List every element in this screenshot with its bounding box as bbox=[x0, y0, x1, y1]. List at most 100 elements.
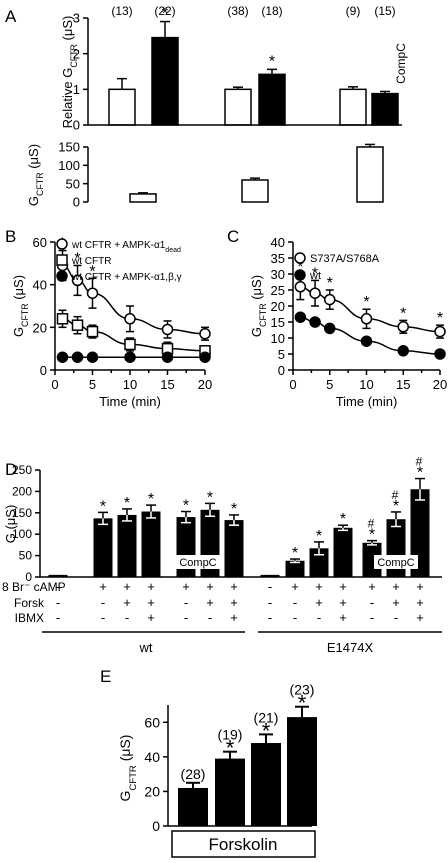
panel-d-sign: + bbox=[147, 610, 155, 625]
panel-d-sign: - bbox=[394, 610, 398, 625]
panel-b-point bbox=[86, 351, 99, 363]
panel-c-star: * bbox=[400, 305, 406, 322]
panel-d-sign: - bbox=[268, 595, 272, 610]
panel-b-legend-marker bbox=[56, 238, 68, 250]
panel-b-point bbox=[199, 327, 211, 340]
panel-d-sign: - bbox=[101, 595, 105, 610]
panel-c-legend-marker bbox=[294, 252, 306, 264]
panel-d-sign: - bbox=[268, 610, 272, 625]
panel-b-y-tick-label: 40 bbox=[33, 278, 47, 293]
panel-b-x-tick-label: 20 bbox=[198, 377, 212, 392]
panel-d-star: * bbox=[340, 511, 346, 528]
panel-d-sign: + bbox=[182, 579, 190, 594]
panel-a2-bar bbox=[356, 146, 384, 203]
panel-a-star: * bbox=[162, 6, 168, 23]
panel-a-axis-tick-label: 3 bbox=[73, 11, 80, 26]
panel-d-compc-box bbox=[176, 555, 220, 569]
panel-d-sign: + bbox=[339, 595, 347, 610]
panel-c-x-tick-label: 0 bbox=[289, 377, 296, 392]
panel-d-star: * bbox=[417, 465, 423, 482]
panel-a2-axis-tick-label: 0 bbox=[73, 195, 80, 210]
panel-d-sign: - bbox=[56, 579, 60, 594]
panel-e-bar bbox=[178, 787, 208, 826]
panel-a-axis-tick-label: 1 bbox=[73, 82, 80, 97]
panel-c-point bbox=[309, 316, 321, 328]
panel-b-x-tick-label: 5 bbox=[89, 377, 96, 392]
panel-e-n-label: (21) bbox=[254, 709, 279, 725]
panel-d-y-tick-label: 200 bbox=[12, 484, 32, 498]
panel-e-n-label: (19) bbox=[218, 727, 243, 743]
panel-a-compc-label: CompC bbox=[158, 61, 172, 102]
panel-d-y-tick-label: 150 bbox=[12, 506, 32, 520]
panel-e-bar-label: Roli bbox=[223, 779, 240, 807]
panel-c-y-tick-label: 25 bbox=[271, 283, 285, 298]
panel-a-bar bbox=[224, 88, 252, 126]
panel-d-bar bbox=[285, 560, 305, 577]
panel-d-row-label: Forsk bbox=[14, 596, 45, 610]
panel-a2-bar bbox=[129, 193, 157, 203]
panel-c-y-tick-label: 40 bbox=[271, 235, 285, 250]
panel-d-sign: + bbox=[416, 610, 424, 625]
panel-d-sign: + bbox=[392, 579, 400, 594]
panel-d-sign: - bbox=[56, 610, 60, 625]
panel-c-point bbox=[294, 311, 307, 323]
panel-c-star: * bbox=[327, 275, 333, 292]
panel-d-y-tick-label: 250 bbox=[12, 463, 32, 477]
panel-e-bar-label: IBMX bbox=[295, 746, 312, 785]
panel-d-sign: + bbox=[339, 579, 347, 594]
panel-d-sign: + bbox=[339, 610, 347, 625]
panel-b-point bbox=[199, 351, 211, 363]
panel-d-sign: + bbox=[147, 595, 155, 610]
panel-b-y-tick-label: 60 bbox=[33, 235, 47, 250]
panel-c-y-tick-label: 10 bbox=[271, 331, 285, 346]
panel-e-y-tick-label: 0 bbox=[152, 818, 160, 834]
panel-d-y-tick-label: 50 bbox=[19, 549, 33, 563]
panel-b-xlabel: Time (min) bbox=[99, 394, 161, 409]
panel-a-compc-label: CompC bbox=[265, 79, 279, 120]
panel-a-bar bbox=[371, 92, 399, 126]
panel-e-n-label: (23) bbox=[290, 682, 315, 698]
panel-d-sign: - bbox=[208, 610, 212, 625]
panel-a-star: * bbox=[269, 53, 275, 70]
panel-d-sign: - bbox=[184, 595, 188, 610]
panel-d-sign: + bbox=[206, 595, 214, 610]
panel-e-n-label: (28) bbox=[181, 766, 206, 782]
panel-b-x-tick-label: 10 bbox=[123, 377, 137, 392]
panel-d-sign: + bbox=[416, 595, 424, 610]
panel-d-group-label: E1474X bbox=[327, 640, 374, 655]
panel-b-y-tick-label: 20 bbox=[33, 320, 47, 335]
panel-c-star: * bbox=[363, 294, 369, 311]
panel-c-legend-label: S737A/S768A bbox=[310, 253, 380, 265]
panel-d-bar bbox=[333, 527, 353, 577]
panel-b-star: * bbox=[89, 263, 95, 280]
panel-e-ylabel: GCFTR (μS) bbox=[117, 735, 139, 802]
panel-d-star: * bbox=[231, 501, 237, 518]
panel-d-sign: + bbox=[230, 595, 238, 610]
panel-b-legend-marker bbox=[56, 254, 68, 266]
panel-b-legend-label: wt CFTR + AMPK-α1,β,γ bbox=[71, 272, 182, 283]
panel-d-sign: + bbox=[230, 610, 238, 625]
panel-c-y-tick-label: 15 bbox=[271, 315, 285, 330]
panel-b-point bbox=[124, 351, 136, 363]
panel-e-bar bbox=[287, 717, 317, 826]
panel-d-sign: + bbox=[368, 579, 376, 594]
panel-d-sign: + bbox=[230, 579, 238, 594]
panel-d-sign: - bbox=[56, 595, 60, 610]
panel-label-c: C bbox=[227, 227, 239, 246]
panel-c-point bbox=[397, 345, 409, 357]
panel-b-point bbox=[161, 323, 174, 336]
panel-e-star: * bbox=[262, 718, 271, 743]
panel-c-point bbox=[309, 287, 321, 299]
panel-c-point bbox=[360, 335, 373, 347]
panel-c-xlabel: Time (min) bbox=[336, 394, 398, 409]
panel-d-sign: - bbox=[370, 610, 374, 625]
panel-a-n-label: (15) bbox=[374, 4, 395, 18]
panel-b-x-tick-label: 15 bbox=[160, 377, 174, 392]
panel-d-star: * bbox=[100, 498, 106, 515]
panel-d-bar bbox=[141, 511, 161, 577]
panel-d-sign: - bbox=[317, 610, 321, 625]
panel-a2-axis-tick-label: 150 bbox=[58, 140, 80, 155]
panel-d-compc-label: CompC bbox=[179, 557, 216, 569]
panel-d-sign: - bbox=[293, 610, 297, 625]
